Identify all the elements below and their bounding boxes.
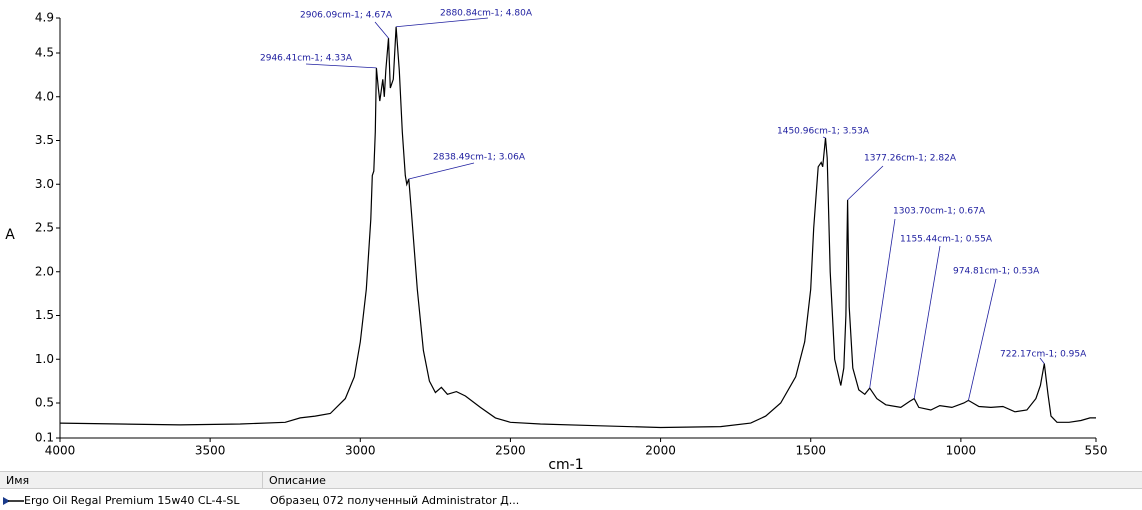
annotation-leader bbox=[968, 278, 997, 401]
annotation: 1450.96cm-1; 3.53A bbox=[777, 127, 870, 137]
annotation-leader bbox=[913, 245, 941, 399]
annotation: 722.17cm-1; 0.95A bbox=[1000, 350, 1087, 360]
x-tick-label: 550 bbox=[1085, 444, 1108, 458]
annotation: 2946.41cm-1; 4.33A bbox=[260, 54, 353, 64]
y-tick-label: 3.5 bbox=[35, 133, 54, 147]
annotation: 1303.70cm-1; 0.67A bbox=[893, 207, 986, 217]
y-tick-label: 4.5 bbox=[35, 46, 54, 60]
annotation-leader bbox=[408, 162, 475, 180]
annotation-leader bbox=[822, 136, 826, 139]
series-swatch bbox=[3, 497, 24, 505]
y-tick-label: 4.0 bbox=[35, 89, 54, 103]
annotation: 1377.26cm-1; 2.82A bbox=[864, 154, 957, 164]
y-tick-label: 3.0 bbox=[35, 177, 54, 191]
column-header[interactable]: Имя bbox=[0, 471, 263, 489]
y-tick-label: 2.5 bbox=[35, 221, 54, 235]
annotation: 2880.84cm-1; 4.80A bbox=[440, 9, 533, 19]
annotation-leader bbox=[396, 17, 489, 28]
x-tick-label: 2500 bbox=[495, 444, 526, 458]
annotation-leader bbox=[1039, 357, 1045, 364]
annotation-leader bbox=[869, 218, 896, 389]
y-tick-label: 1.5 bbox=[35, 308, 54, 322]
series-name[interactable]: Ergo Oil Regal Premium 15w40 CL-4-SL bbox=[24, 494, 240, 507]
y-axis-label: A bbox=[5, 227, 15, 243]
y-tick-label: 0.1 bbox=[35, 431, 54, 445]
series-description[interactable]: Образец 072 полученный Administrator Д..… bbox=[270, 494, 520, 507]
y-tick-label: 1.0 bbox=[35, 352, 54, 366]
annotation-leader bbox=[374, 21, 389, 39]
x-tick-label: 2000 bbox=[645, 444, 676, 458]
x-tick-label: 1500 bbox=[795, 444, 826, 458]
x-tick-label: 1000 bbox=[946, 444, 977, 458]
y-tick-label: 4.9 bbox=[35, 11, 54, 25]
annotation: 1155.44cm-1; 0.55A bbox=[900, 235, 993, 245]
x-tick-label: 3500 bbox=[195, 444, 226, 458]
annotation-leader bbox=[305, 63, 377, 69]
x-tick-label: 4000 bbox=[45, 444, 76, 458]
annotation: 2838.49cm-1; 3.06A bbox=[433, 153, 526, 163]
y-tick-label: 0.5 bbox=[35, 396, 54, 410]
spectrum-line bbox=[59, 26, 1096, 429]
annotation-leader bbox=[847, 165, 884, 201]
x-axis-label: cm-1 bbox=[548, 457, 583, 470]
chart: cm-1 A 0.1 0.5 1.0 1.5 2.0 2.5 3.0 3.5 4.0 4.5 4.9… bbox=[5, 9, 1108, 471]
y-tick-label: 2.0 bbox=[35, 264, 54, 278]
annotation: 974.81cm-1; 0.53A bbox=[953, 267, 1040, 277]
annotation: 2906.09cm-1; 4.67A bbox=[300, 11, 393, 21]
x-tick-label: 3000 bbox=[345, 444, 376, 458]
column-header[interactable]: Описание bbox=[263, 471, 1142, 489]
legend-table: Имя Описание Ergo Oil Regal Premium 15w4… bbox=[0, 471, 1142, 510]
